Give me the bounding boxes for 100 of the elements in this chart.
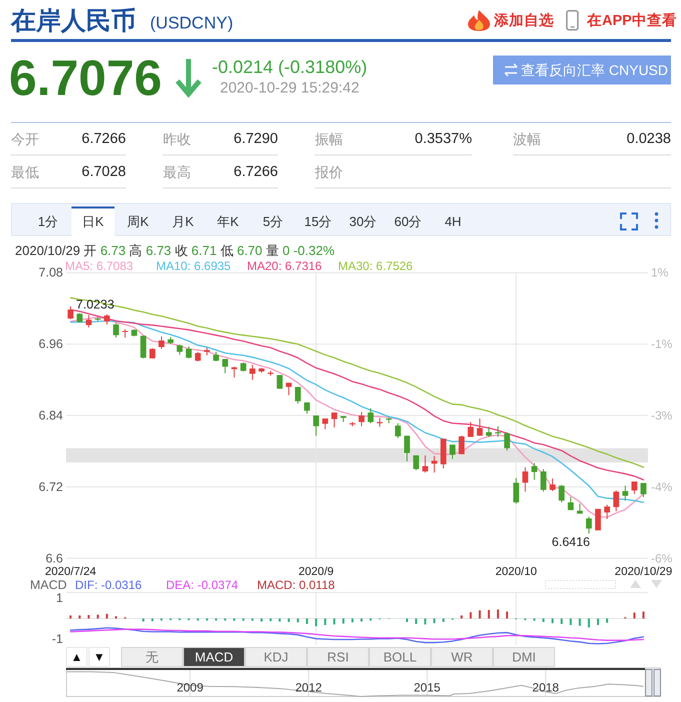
candlestick: [450, 444, 456, 460]
candlestick: [458, 435, 464, 455]
candlestick: [294, 386, 301, 404]
text: 1分: [38, 214, 58, 229]
bar: [470, 612, 472, 618]
y-tick-label: 6.96: [38, 337, 64, 352]
text: 6.7028: [82, 164, 126, 180]
bar: [433, 618, 436, 624]
text: 今开: [11, 131, 39, 147]
text: 6.7266: [82, 131, 126, 147]
candlestick: [186, 346, 192, 359]
text: 5分: [262, 214, 284, 229]
bar: [570, 618, 572, 626]
text: MA10: 6.6935: [156, 259, 232, 273]
bar: [424, 618, 426, 624]
text: MACD: [194, 650, 234, 664]
candlestick: [358, 411, 364, 427]
candlestick: [331, 412, 338, 428]
candlestick: [640, 482, 646, 498]
text: DEA: -0.0374: [166, 578, 238, 592]
candlestick: [504, 432, 510, 452]
bar: [578, 618, 581, 626]
y-tick-label: 1: [56, 591, 64, 606]
text: 最高: [163, 164, 191, 180]
text: MACD: 0.0118: [257, 578, 336, 592]
text: 6.7290: [234, 131, 278, 147]
text: 月K: [172, 214, 194, 229]
bar: [296, 618, 299, 622]
bar: [351, 618, 354, 622]
bar: [633, 612, 636, 618]
bar: [78, 615, 81, 618]
bar: [70, 615, 72, 618]
candlestick: [213, 351, 219, 362]
x-tick-label: 2020/10: [495, 566, 537, 578]
candlestick: [495, 426, 501, 438]
text: ▼: [93, 650, 106, 664]
bar: [151, 618, 154, 622]
candlestick: [413, 454, 420, 471]
text: 昨收: [163, 131, 191, 147]
candlestick: [486, 426, 492, 438]
text: MA5: 6.7083: [65, 259, 134, 273]
text: 日K: [82, 214, 104, 229]
annotation: 6.6416: [552, 535, 590, 549]
candlestick: [113, 322, 119, 338]
candlestick: [140, 335, 146, 359]
text: 60分: [394, 214, 422, 229]
y2-tick-label: -1%: [651, 337, 673, 352]
text: 查看反向汇率 CNYUSD: [521, 62, 668, 78]
line-series: [70, 627, 644, 644]
candlestick: [531, 462, 538, 480]
candlestick: [613, 490, 620, 512]
x-tick-label: 2018: [532, 680, 560, 694]
text: DIF: -0.0316: [75, 578, 142, 592]
text: 0.3537%: [414, 131, 472, 147]
line-series: [70, 628, 644, 641]
y-tick-label: 7.08: [38, 266, 64, 280]
text: 报价: [314, 164, 343, 180]
text: 15分: [304, 214, 332, 229]
y2-tick-label: -4%: [651, 480, 673, 494]
candlestick: [276, 374, 283, 390]
candlestick: [222, 358, 228, 374]
text: KDJ: [264, 650, 288, 664]
bar: [324, 618, 326, 626]
x-tick-label: 2020/9: [298, 566, 334, 578]
bar: [306, 618, 308, 624]
y-tick-label: -1: [52, 632, 64, 646]
bar: [552, 618, 554, 624]
bar: [360, 618, 363, 622]
candlestick: [313, 415, 319, 436]
candlestick: [86, 314, 92, 328]
candlestick: [550, 478, 556, 492]
text: -0.0214 (-0.3180%): [212, 57, 368, 77]
bar: [270, 618, 272, 622]
text: 波幅: [513, 131, 541, 147]
y-tick-label: 6.72: [38, 480, 64, 494]
candlestick: [468, 422, 474, 438]
candlestick: [631, 481, 638, 495]
bar: [642, 612, 644, 618]
candlestick: [622, 485, 628, 502]
candlestick: [76, 312, 83, 324]
candlestick: [558, 484, 565, 503]
bar: [488, 610, 490, 618]
y-tick-label: 6.6: [46, 551, 64, 566]
bar: [333, 618, 336, 624]
candlestick: [431, 455, 438, 474]
text: 无: [146, 650, 158, 664]
text: DMI: [512, 650, 536, 664]
candlestick: [122, 328, 128, 338]
text: 在岸人民币: [10, 7, 136, 35]
text: 6.7076: [9, 50, 162, 106]
bar: [415, 618, 418, 624]
candlestick: [176, 344, 183, 356]
text: 6.7266: [234, 164, 278, 180]
candlestick: [104, 314, 110, 325]
bar: [560, 618, 563, 624]
bar: [106, 614, 108, 618]
text: 30分: [349, 214, 377, 229]
candlestick: [368, 408, 374, 424]
text: WR: [451, 650, 473, 664]
candlestick: [604, 504, 610, 520]
